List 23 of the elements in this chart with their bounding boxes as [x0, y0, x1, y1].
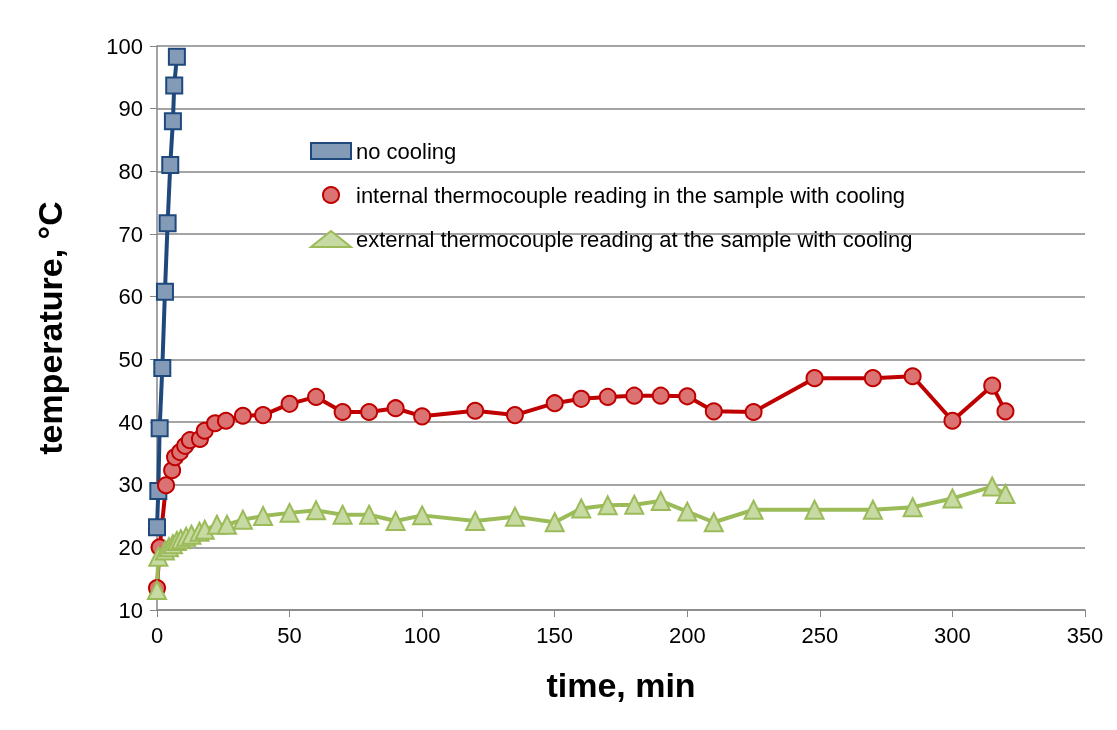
x-tick-label: 0 [150, 622, 164, 648]
x-tick-label: 300 [934, 622, 971, 648]
y-tick-label: 80 [118, 158, 143, 184]
y-tick-label: 50 [118, 346, 143, 372]
legend-label: internal thermocouple reading in the sample with cooling [356, 182, 906, 208]
x-tick-label: 50 [277, 622, 302, 648]
y-tick-label: 90 [118, 96, 143, 122]
x-tick-label: 250 [801, 622, 839, 648]
y-tick-label: 30 [118, 472, 143, 498]
legend-label: external thermocouple reading at the sample with cooling [356, 226, 913, 252]
y-tick-label: 60 [118, 284, 143, 310]
y-tick-label: 40 [118, 409, 143, 435]
y-tick-label: 10 [118, 597, 143, 623]
y-tick-label: 70 [118, 221, 143, 247]
x-tick-label: 200 [668, 622, 706, 648]
x-tick-label: 150 [536, 622, 574, 648]
x-axis-title: time, min [546, 666, 696, 704]
y-tick-label: 100 [106, 33, 143, 59]
x-tick-label: 350 [1066, 622, 1104, 648]
y-axis-title: temperature, °C [31, 201, 69, 455]
x-tick-label: 100 [403, 622, 441, 648]
y-tick-label: 20 [118, 534, 143, 560]
legend-label: no cooling [356, 138, 457, 164]
